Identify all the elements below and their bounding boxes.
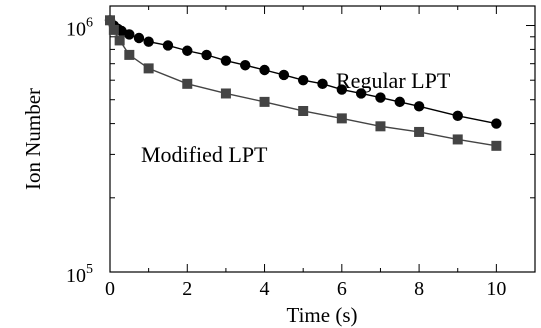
x-tick-label: 0 bbox=[105, 278, 115, 300]
point-modified-lpt bbox=[414, 126, 425, 137]
point-regular-lpt bbox=[133, 32, 145, 44]
point-regular-lpt bbox=[452, 110, 463, 122]
point-regular-lpt bbox=[182, 45, 193, 56]
point-regular-lpt bbox=[143, 36, 154, 47]
point-regular-lpt bbox=[317, 78, 328, 90]
point-modified-lpt bbox=[259, 96, 270, 107]
point-regular-lpt bbox=[394, 96, 405, 108]
y-axis-ticks: 105 106 bbox=[66, 16, 535, 287]
point-modified-lpt bbox=[452, 134, 463, 145]
y-tick-label: 105 bbox=[66, 262, 93, 287]
point-regular-lpt bbox=[240, 60, 251, 71]
point-modified-lpt bbox=[298, 105, 309, 116]
point-modified-lpt bbox=[182, 78, 193, 89]
x-tick-label: 10 bbox=[486, 278, 506, 300]
point-modified-lpt bbox=[491, 140, 502, 151]
data-markers bbox=[104, 15, 502, 151]
point-modified-lpt bbox=[143, 63, 154, 74]
point-modified-lpt bbox=[124, 49, 135, 60]
x-axis-label: Time (s) bbox=[287, 303, 358, 327]
x-tick-label: 6 bbox=[337, 278, 347, 300]
point-regular-lpt bbox=[220, 55, 232, 66]
point-modified-lpt bbox=[105, 15, 115, 26]
point-regular-lpt bbox=[491, 118, 502, 129]
point-regular-lpt bbox=[375, 92, 386, 103]
point-modified-lpt bbox=[108, 24, 119, 35]
point-regular-lpt bbox=[162, 40, 174, 51]
point-regular-lpt bbox=[201, 49, 212, 61]
point-modified-lpt bbox=[114, 35, 125, 46]
y-tick-label: 106 bbox=[66, 16, 93, 41]
x-tick-label: 2 bbox=[182, 278, 192, 300]
point-modified-lpt bbox=[336, 113, 347, 124]
x-tick-label: 4 bbox=[260, 278, 270, 300]
point-modified-lpt bbox=[375, 121, 386, 132]
point-regular-lpt bbox=[278, 69, 290, 81]
point-regular-lpt bbox=[259, 64, 270, 76]
x-axis-ticks: 0 2 4 6 8 10 bbox=[105, 6, 506, 300]
x-tick-label: 8 bbox=[414, 278, 424, 300]
point-modified-lpt bbox=[220, 88, 231, 99]
plot-frame bbox=[109, 5, 536, 273]
point-regular-lpt bbox=[124, 29, 135, 40]
y-axis-label: Ion Number bbox=[21, 88, 45, 190]
point-regular-lpt bbox=[355, 88, 367, 99]
series-label-regular-lpt: Regular LPT bbox=[336, 68, 451, 93]
point-regular-lpt bbox=[297, 74, 309, 86]
point-regular-lpt bbox=[413, 101, 425, 112]
point-regular-lpt bbox=[336, 84, 348, 95]
series-label-modified-lpt: Modified LPT bbox=[141, 142, 268, 167]
